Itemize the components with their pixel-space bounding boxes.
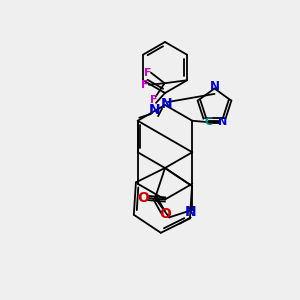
Text: C: C bbox=[205, 117, 213, 127]
Text: N: N bbox=[149, 103, 160, 116]
Text: N: N bbox=[209, 80, 220, 94]
Text: F: F bbox=[144, 68, 151, 78]
Text: N: N bbox=[218, 117, 227, 127]
Text: N: N bbox=[185, 206, 196, 219]
Text: O: O bbox=[137, 191, 149, 205]
Text: O: O bbox=[160, 208, 172, 221]
Text: N: N bbox=[161, 97, 172, 110]
Text: F: F bbox=[150, 95, 158, 105]
Text: F: F bbox=[141, 80, 148, 90]
